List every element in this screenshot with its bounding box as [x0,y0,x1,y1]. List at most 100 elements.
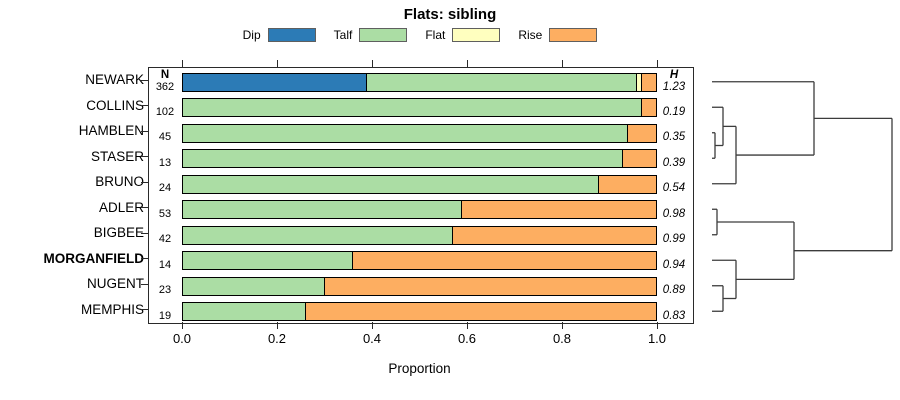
bar-segment-rise [324,277,656,295]
x-axis-tick-top [657,60,658,67]
table-row: 362 1.23 [149,68,691,94]
bar-segment-talf [183,150,623,167]
bar-segment-rise [622,150,656,167]
legend-label: Flat [425,28,446,42]
category-label: BRUNO [95,174,144,190]
bar-segment-rise [641,73,656,91]
x-tick-label: 0.2 [267,331,287,346]
table-row: 14 0.94 [149,247,691,273]
bar-segment-rise [305,303,656,320]
category-label: MEMPHIS [80,301,144,317]
legend-swatch [452,28,501,42]
x-axis-tick-bottom [372,322,373,329]
legend-label: Talf [333,28,353,42]
y-axis-tick [141,130,148,132]
h-column-header: H [669,69,679,81]
x-axis-title: Proportion [388,361,451,376]
n-value: 14 [158,258,172,271]
stacked-bar [182,200,657,219]
y-axis-tick [141,232,148,234]
x-axis-tick-top [372,60,373,67]
h-value: 0.98 [662,207,686,220]
table-row: 42 0.99 [149,221,691,247]
category-label: NEWARK [85,72,144,88]
category-label: HAMBLEN [78,123,144,139]
category-label: COLLINS [86,97,144,113]
h-value: 0.35 [662,131,686,143]
n-value: 362 [155,81,175,93]
plot-area: N H 362 1.23 102 0.19 45 0.35 13 0.39 24 0.54 53 0.… [148,67,694,324]
y-axis-tick [141,207,148,209]
h-value: 0.94 [662,258,686,271]
bar-segment-talf [183,277,325,295]
stacked-bar [182,72,657,92]
dendrogram [712,81,893,312]
category-label: STASER [90,148,144,164]
table-row: 53 0.98 [149,196,691,222]
table-row: 45 0.35 [149,119,691,145]
n-value: 23 [158,284,172,296]
legend-label: Dip [242,28,261,42]
y-axis-tick [141,156,148,158]
h-value: 1.23 [662,81,686,93]
n-column-header: N [160,69,170,81]
h-value: 0.54 [662,182,686,194]
h-value: 0.39 [662,156,686,169]
bar-segment-talf [183,201,463,218]
n-value: 24 [158,182,172,194]
n-value: 19 [158,309,172,322]
legend-swatch [267,28,316,42]
table-row: 19 0.83 [149,298,691,324]
h-value: 0.99 [662,233,686,245]
legend-label: Rise [518,28,543,42]
legend-item-dip: Dip [243,28,316,42]
bar-segment-dip [183,73,368,91]
h-value: 0.19 [662,105,686,118]
y-axis-tick [141,309,148,311]
bar-segment-flat [637,73,642,91]
n-value: 13 [158,156,172,169]
x-axis-tick-bottom [467,322,468,329]
y-axis-tick [141,79,148,81]
y-axis-tick [141,105,148,107]
bar-segment-rise [452,226,656,244]
y-axis-tick [141,258,148,260]
category-label: BIGBEE [93,225,144,241]
stacked-bar [182,225,657,245]
bar-segment-talf [183,252,354,269]
x-axis-tick-bottom [277,322,278,329]
x-tick-label: 0.4 [362,331,382,346]
x-axis-tick-bottom [657,322,658,329]
n-value: 53 [158,207,172,220]
stacked-bar [182,276,657,296]
y-axis-tick [141,283,148,285]
bar-segment-talf [183,124,628,142]
legend-item-flat: Flat [425,28,501,42]
h-value: 0.83 [662,309,686,322]
bar-segment-rise [627,124,656,142]
stacked-bar [182,98,657,117]
table-row: 23 0.89 [149,272,691,298]
x-tick-label: 0.8 [552,331,572,346]
x-tick-label: 1.0 [647,331,667,346]
x-axis-tick-top [467,60,468,67]
legend-item-talf: Talf [334,28,408,42]
bar-segment-talf [183,175,600,193]
stacked-bar [182,174,657,194]
x-axis-tick-top [182,60,183,67]
legend: Dip Talf Flat Rise [148,28,692,42]
y-axis-tick [141,181,148,183]
table-row: 24 0.54 [149,170,691,196]
x-axis-tick-top [562,60,563,67]
n-value: 102 [155,105,175,118]
category-label: NUGENT [87,276,144,292]
bar-segment-rise [641,99,656,116]
legend-swatch [359,28,408,42]
x-tick-label: 0.0 [172,331,192,346]
bar-segment-rise [462,201,656,218]
n-value: 42 [158,233,172,245]
x-axis-tick-bottom [562,322,563,329]
x-axis-tick-top [277,60,278,67]
category-label: ADLER [98,199,144,215]
